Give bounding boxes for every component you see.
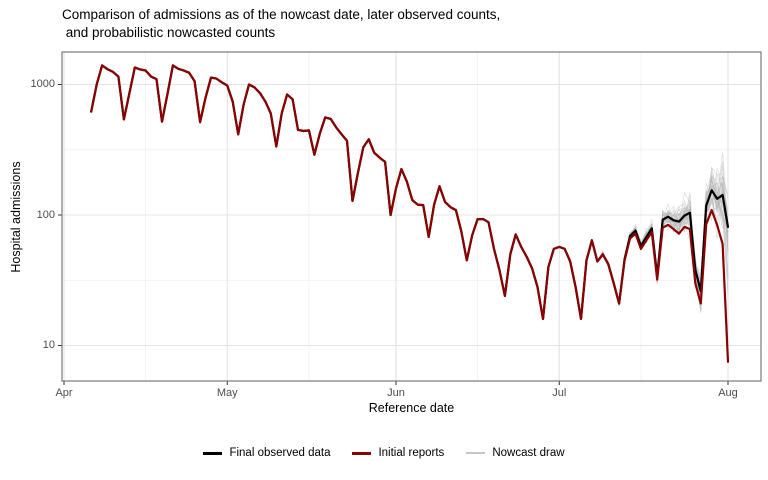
x-tick-label-jul: Jul: [552, 387, 567, 399]
x-tick-label-may: May: [216, 387, 238, 399]
nowcast-draw-line-swatch: [466, 452, 486, 454]
y-tick-label-10: 10: [42, 339, 55, 351]
panel-background: [62, 52, 761, 381]
legend-label-final-observed: Final observed data: [229, 447, 331, 459]
y-tick-label-100: 100: [36, 208, 55, 221]
initial-reports-line: [90, 64, 730, 363]
final-observed-line-swatch: [203, 451, 223, 455]
legend-label-initial-reports: Initial reports: [378, 447, 445, 459]
chart-title-line2: and probabilistic nowcasted counts: [62, 25, 276, 40]
legend: Final observed data Initial reports Nowc…: [0, 447, 768, 459]
legend-item-nowcast-draw: Nowcast draw: [466, 447, 565, 459]
panel-border: [61, 51, 762, 382]
x-axis-title: Reference date: [368, 401, 455, 415]
initial-reports-line-swatch: [352, 451, 372, 455]
legend-label-nowcast-draw: Nowcast draw: [492, 447, 565, 459]
y-tick-label-1000: 1000: [30, 78, 55, 90]
x-tick-label-apr: Apr: [55, 387, 73, 399]
x-tick-label-aug: Aug: [718, 387, 738, 399]
chart-title-line1: Comparison of admissions as of the nowca…: [62, 7, 501, 22]
legend-item-initial-reports: Initial reports: [352, 447, 444, 459]
legend-item-final-observed: Final observed data: [203, 447, 330, 459]
x-tick-label-jun: Jun: [387, 387, 405, 399]
nowcast-draw-line: [597, 183, 729, 313]
